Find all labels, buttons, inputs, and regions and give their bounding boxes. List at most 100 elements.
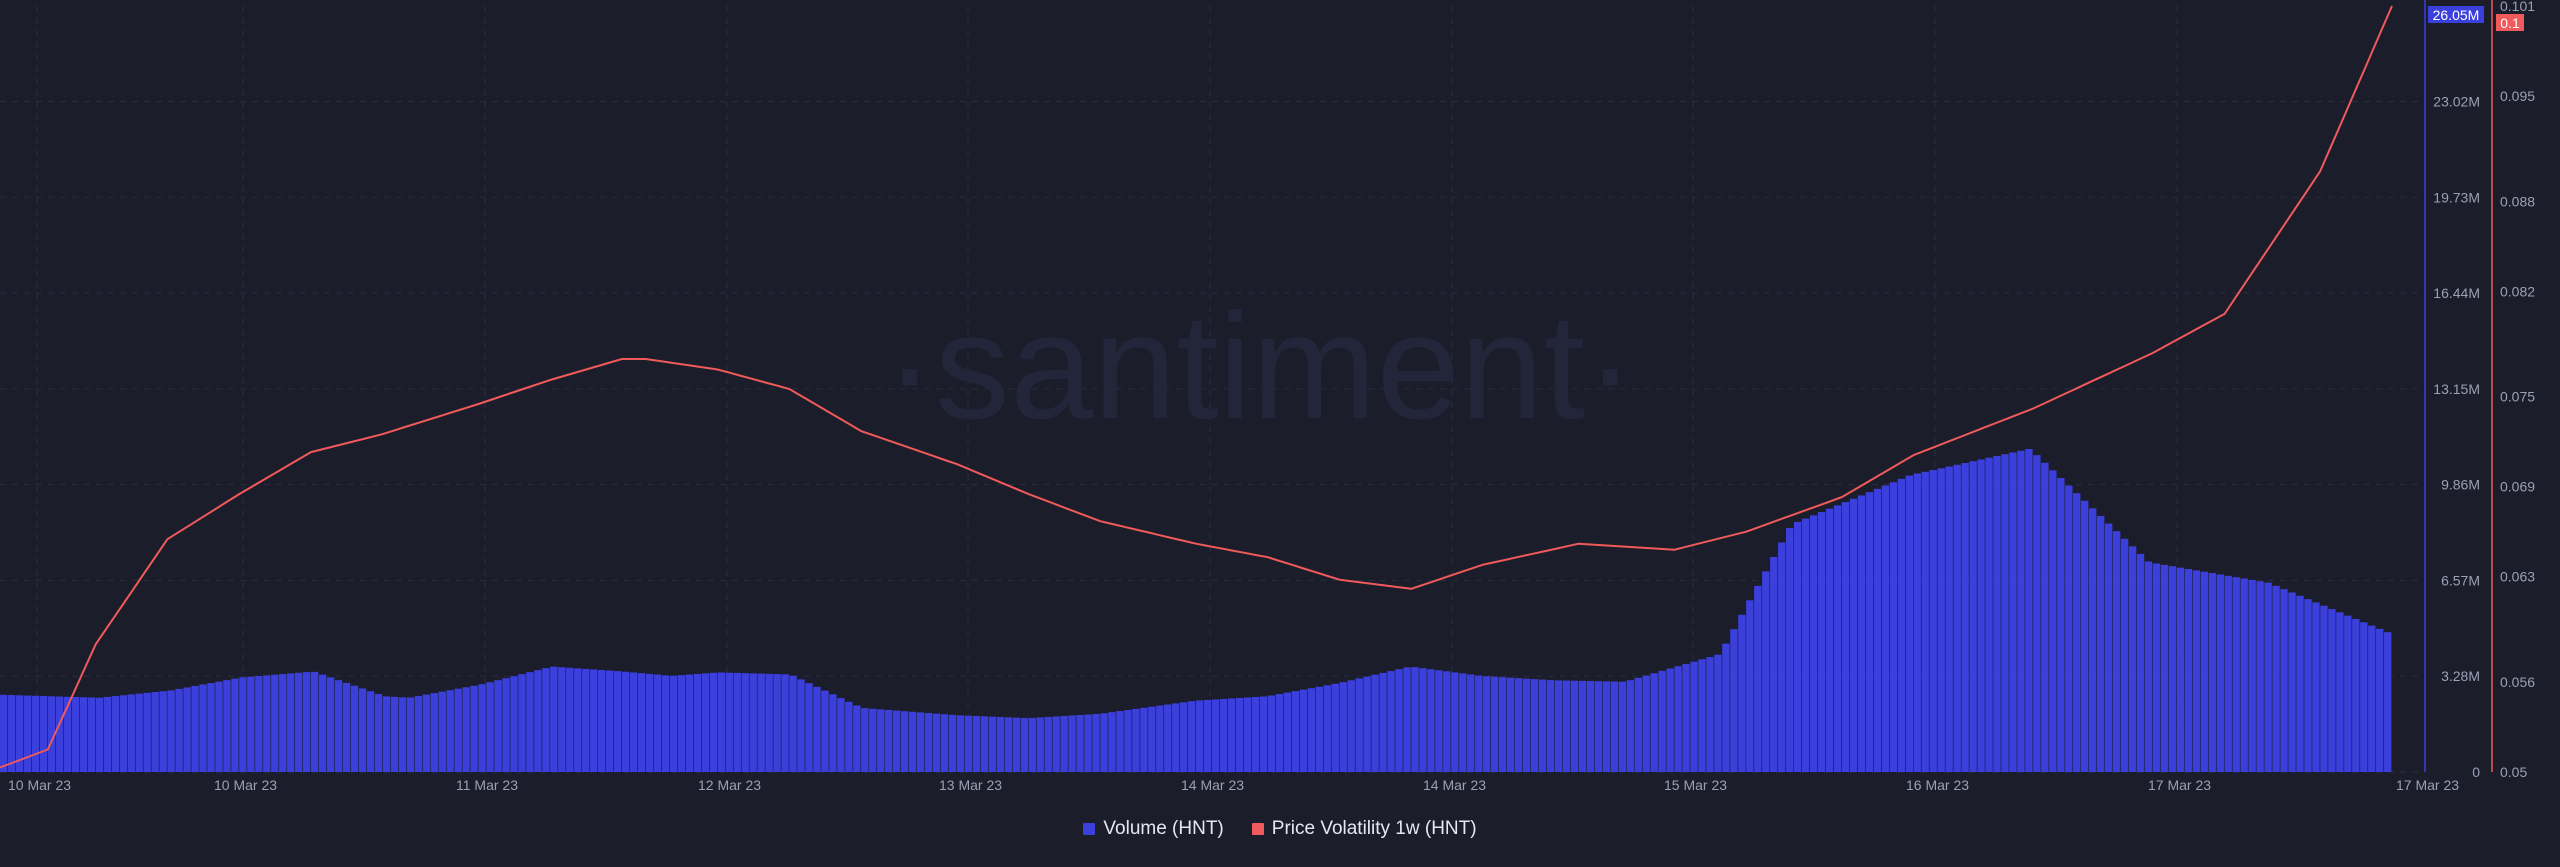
volume-bar bbox=[805, 683, 813, 772]
legend-item-volatility[interactable]: Price Volatility 1w (HNT) bbox=[1251, 818, 1477, 840]
volume-bar bbox=[430, 693, 438, 772]
volume-bar bbox=[1371, 674, 1379, 772]
volume-bar bbox=[494, 680, 502, 772]
volume-bar bbox=[175, 688, 183, 772]
volume-bar bbox=[1467, 674, 1475, 772]
volume-bar bbox=[534, 670, 542, 772]
volume-tick-label: 3.28M bbox=[2441, 668, 2480, 684]
volume-bar bbox=[318, 674, 327, 772]
volume-bar bbox=[406, 697, 415, 772]
volume-current-badge bbox=[2428, 6, 2484, 23]
volume-bar bbox=[1554, 680, 1563, 772]
volume-bar bbox=[2304, 599, 2312, 772]
volume-bar bbox=[1299, 689, 1308, 772]
volume-bar bbox=[1953, 464, 1961, 772]
volume-bar bbox=[31, 695, 40, 772]
volume-bar bbox=[2073, 493, 2081, 772]
volume-bar bbox=[2368, 625, 2376, 772]
volume-bar bbox=[2065, 485, 2073, 772]
volume-bar bbox=[1411, 667, 1419, 772]
volume-bar bbox=[2017, 450, 2025, 772]
volume-bar bbox=[797, 679, 805, 772]
volume-bar bbox=[1044, 716, 1052, 772]
volume-bar bbox=[1451, 672, 1459, 772]
volume-bar bbox=[845, 701, 853, 772]
volume-bar bbox=[1506, 677, 1515, 772]
volume-bar bbox=[1427, 669, 1435, 772]
volume-bar bbox=[645, 673, 654, 772]
volume-bar bbox=[1347, 680, 1355, 772]
volume-bar bbox=[2312, 602, 2320, 772]
legend-label-volatility: Price Volatility 1w (HNT) bbox=[1271, 818, 1477, 839]
volume-bar bbox=[414, 696, 422, 772]
volume-bar bbox=[1634, 677, 1642, 772]
volume-bar bbox=[135, 693, 143, 772]
volume-bar bbox=[1164, 704, 1172, 772]
volume-bar bbox=[1004, 717, 1013, 772]
volatility-axis-ticks: 0.05 0.056 0.063 0.069 0.075 0.082 0.088 0.095 0… bbox=[2500, 0, 2535, 780]
volume-bar bbox=[1291, 691, 1300, 772]
volume-bar bbox=[0, 694, 8, 772]
volume-bar bbox=[2112, 531, 2121, 772]
volume-bar bbox=[1387, 671, 1395, 772]
volume-bar bbox=[741, 673, 749, 772]
volume-bar bbox=[1674, 666, 1682, 772]
volume-bar bbox=[2009, 452, 2017, 772]
volume-bar bbox=[1714, 654, 1722, 772]
volume-bar bbox=[940, 714, 949, 772]
volume-bar bbox=[605, 670, 614, 772]
volume-bar bbox=[566, 667, 574, 772]
legend-label-volume: Volume (HNT) bbox=[1103, 818, 1224, 839]
volume-bar bbox=[239, 677, 247, 772]
volume-bar bbox=[486, 682, 494, 772]
volume-bar bbox=[2288, 592, 2296, 772]
volume-bar bbox=[893, 710, 901, 772]
volume-bar bbox=[2001, 454, 2009, 772]
volume-bar bbox=[1251, 696, 1260, 772]
volume-bar bbox=[1180, 702, 1188, 772]
volume-bar bbox=[1913, 473, 1921, 772]
volume-bar bbox=[1108, 712, 1116, 772]
volume-bar bbox=[207, 683, 215, 772]
volume-bar bbox=[669, 675, 678, 772]
volume-bar bbox=[1881, 485, 1890, 772]
volume-tick-label: 13.15M bbox=[2433, 381, 2480, 397]
volume-bars bbox=[0, 448, 2392, 772]
volume-bar bbox=[964, 715, 973, 772]
volume-bar bbox=[781, 674, 789, 772]
volatility-tick-label: 0.063 bbox=[2500, 569, 2535, 585]
legend: Volume (HNT) Price Volatility 1w (HNT) bbox=[0, 818, 2560, 840]
volatility-current-value: 0.1 bbox=[2500, 15, 2520, 31]
volume-bar bbox=[1650, 673, 1658, 772]
x-tick-label: 13 Mar 23 bbox=[939, 777, 1002, 793]
volume-axis-ticks: 0 3.28M 6.57M 9.86M 13.15M 16.44M 19.73M 23.02M bbox=[2433, 93, 2480, 780]
volume-bar bbox=[167, 690, 175, 772]
volume-bar bbox=[574, 668, 582, 772]
volatility-tick-label: 0.05 bbox=[2500, 764, 2527, 780]
volume-bar bbox=[2256, 581, 2264, 772]
volume-bar bbox=[1243, 697, 1252, 772]
volume-bar bbox=[1578, 680, 1587, 772]
volume-bar bbox=[215, 681, 223, 772]
volume-bar bbox=[1546, 680, 1555, 772]
volume-bar bbox=[191, 685, 199, 772]
legend-item-volume[interactable]: Volume (HNT) bbox=[1083, 818, 1224, 840]
volume-bar bbox=[1570, 680, 1579, 772]
volume-bar bbox=[2049, 470, 2057, 772]
volume-bar bbox=[1060, 715, 1068, 772]
volume-bar bbox=[2041, 462, 2049, 772]
volume-tick-label: 0 bbox=[2472, 764, 2480, 780]
volume-bar bbox=[247, 676, 255, 772]
volume-bar bbox=[462, 687, 470, 772]
volume-bar bbox=[1690, 661, 1698, 772]
volume-bar bbox=[1275, 694, 1284, 772]
x-axis-ticks: 10 Mar 23 10 Mar 23 11 Mar 23 12 Mar 23 13 M… bbox=[8, 777, 2459, 793]
volume-bar bbox=[279, 674, 287, 772]
volume-bar bbox=[885, 709, 893, 772]
volume-bar bbox=[1443, 671, 1451, 772]
volume-bar bbox=[1132, 708, 1140, 772]
volatility-tick-label: 0.095 bbox=[2500, 88, 2535, 104]
volume-bar bbox=[518, 674, 526, 772]
volume-bar bbox=[1227, 698, 1236, 772]
volume-bar bbox=[1483, 676, 1491, 772]
